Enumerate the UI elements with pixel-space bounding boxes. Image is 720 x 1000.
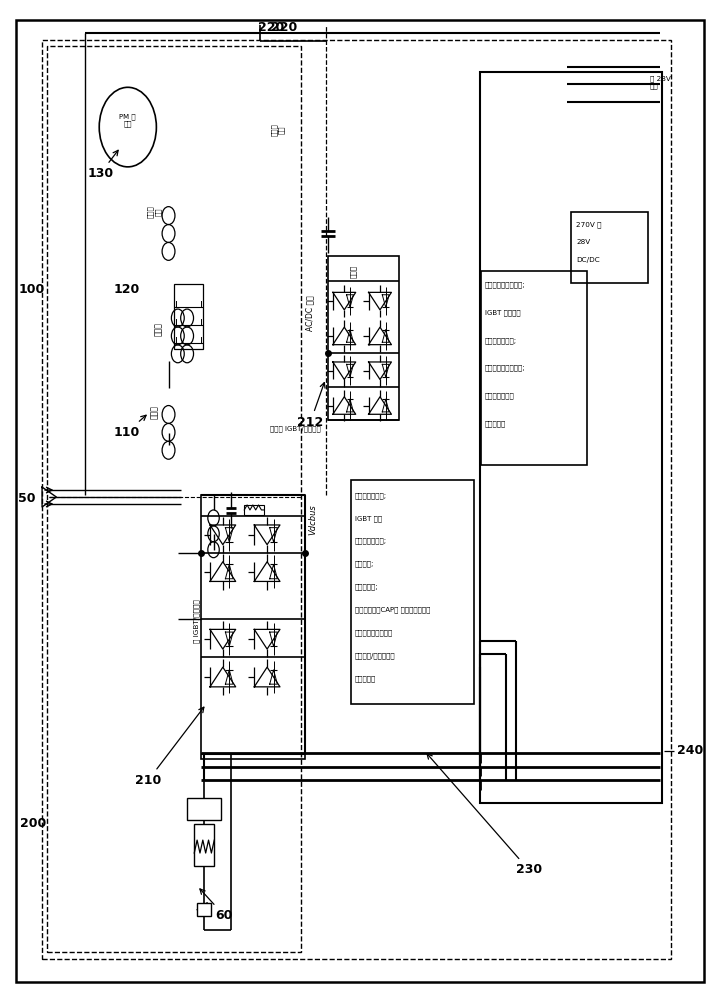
Text: 务定向控制;: 务定向控制;	[355, 584, 379, 590]
Text: 主 IGBT/二極管橋: 主 IGBT/二極管橋	[194, 599, 200, 643]
Text: 200: 200	[20, 817, 46, 830]
Text: 28V: 28V	[577, 239, 590, 245]
Text: 110: 110	[114, 415, 146, 439]
Text: AC/DC 繞組: AC/DC 繞組	[305, 295, 315, 331]
Text: 保护和位。: 保护和位。	[485, 420, 506, 427]
Text: 接觸器: 接觸器	[349, 265, 356, 278]
Text: PM 電
動機: PM 電 動機	[120, 113, 136, 127]
Bar	[351, 480, 474, 704]
Text: 勵磁機 IGBT/二極管橋: 勵磁機 IGBT/二極管橋	[270, 425, 320, 432]
Text: 主定子: 主定子	[150, 406, 158, 419]
Text: 120: 120	[114, 283, 140, 296]
Text: 212: 212	[297, 383, 325, 429]
Text: 50: 50	[19, 492, 36, 505]
Text: 270V 至: 270V 至	[577, 222, 602, 228]
Bar	[480, 72, 662, 803]
Text: 220: 220	[271, 21, 297, 34]
Text: Vdcbus: Vdcbus	[308, 505, 317, 535]
Text: 60: 60	[200, 889, 233, 922]
Text: 充电接触器（CAP） 充电接触器控制: 充电接触器（CAP） 充电接触器控制	[355, 606, 431, 613]
Text: POR: POR	[196, 805, 212, 814]
Bar	[42, 40, 671, 959]
Text: 130: 130	[87, 150, 118, 180]
Text: 240: 240	[678, 744, 703, 757]
Bar	[482, 271, 588, 465]
Text: 闭环补偿;: 闭环补偿;	[355, 561, 374, 567]
Text: 勵磁機
定子: 勵磁機 定子	[271, 124, 285, 136]
Bar	[194, 824, 215, 866]
Text: 自磁场削弱控制: 自磁场削弱控制	[485, 393, 515, 399]
Text: 勵磁機
轉子: 勵磁機 轉子	[147, 205, 161, 218]
Text: DC/DC: DC/DC	[577, 257, 600, 263]
Text: 保护和位。: 保护和位。	[355, 675, 377, 682]
Text: IGBT 选通: IGBT 选通	[355, 515, 382, 522]
Text: 励磁机数字控制组件;: 励磁机数字控制组件;	[485, 281, 526, 288]
Text: 电流和电压感测;: 电流和电压感测;	[485, 337, 517, 344]
Text: 电流和电压感测;: 电流和电压感测;	[355, 538, 387, 544]
Bar	[244, 505, 264, 515]
Text: 230: 230	[427, 754, 542, 876]
Text: 至 28V
電池: 至 28V 電池	[650, 75, 671, 89]
Text: 主轉子: 主轉子	[154, 322, 163, 336]
Bar	[202, 495, 305, 759]
Bar	[571, 212, 648, 283]
Bar	[187, 798, 221, 820]
Bar	[47, 46, 301, 952]
Text: 励磁机磁场调节控制;: 励磁机磁场调节控制;	[485, 365, 526, 371]
Text: 主数字控制组件;: 主数字控制组件;	[355, 492, 387, 499]
Bar	[174, 284, 203, 349]
Text: IGBT 选通门控: IGBT 选通门控	[485, 309, 521, 316]
Text: 转子位置/速度观察器: 转子位置/速度观察器	[355, 652, 395, 659]
Text: 100: 100	[19, 283, 45, 296]
Bar	[328, 256, 400, 420]
Text: 软滤波器电容观察器: 软滤波器电容观察器	[355, 629, 393, 636]
Text: 220: 220	[258, 21, 284, 34]
Text: 210: 210	[135, 707, 204, 787]
Bar	[197, 903, 212, 916]
